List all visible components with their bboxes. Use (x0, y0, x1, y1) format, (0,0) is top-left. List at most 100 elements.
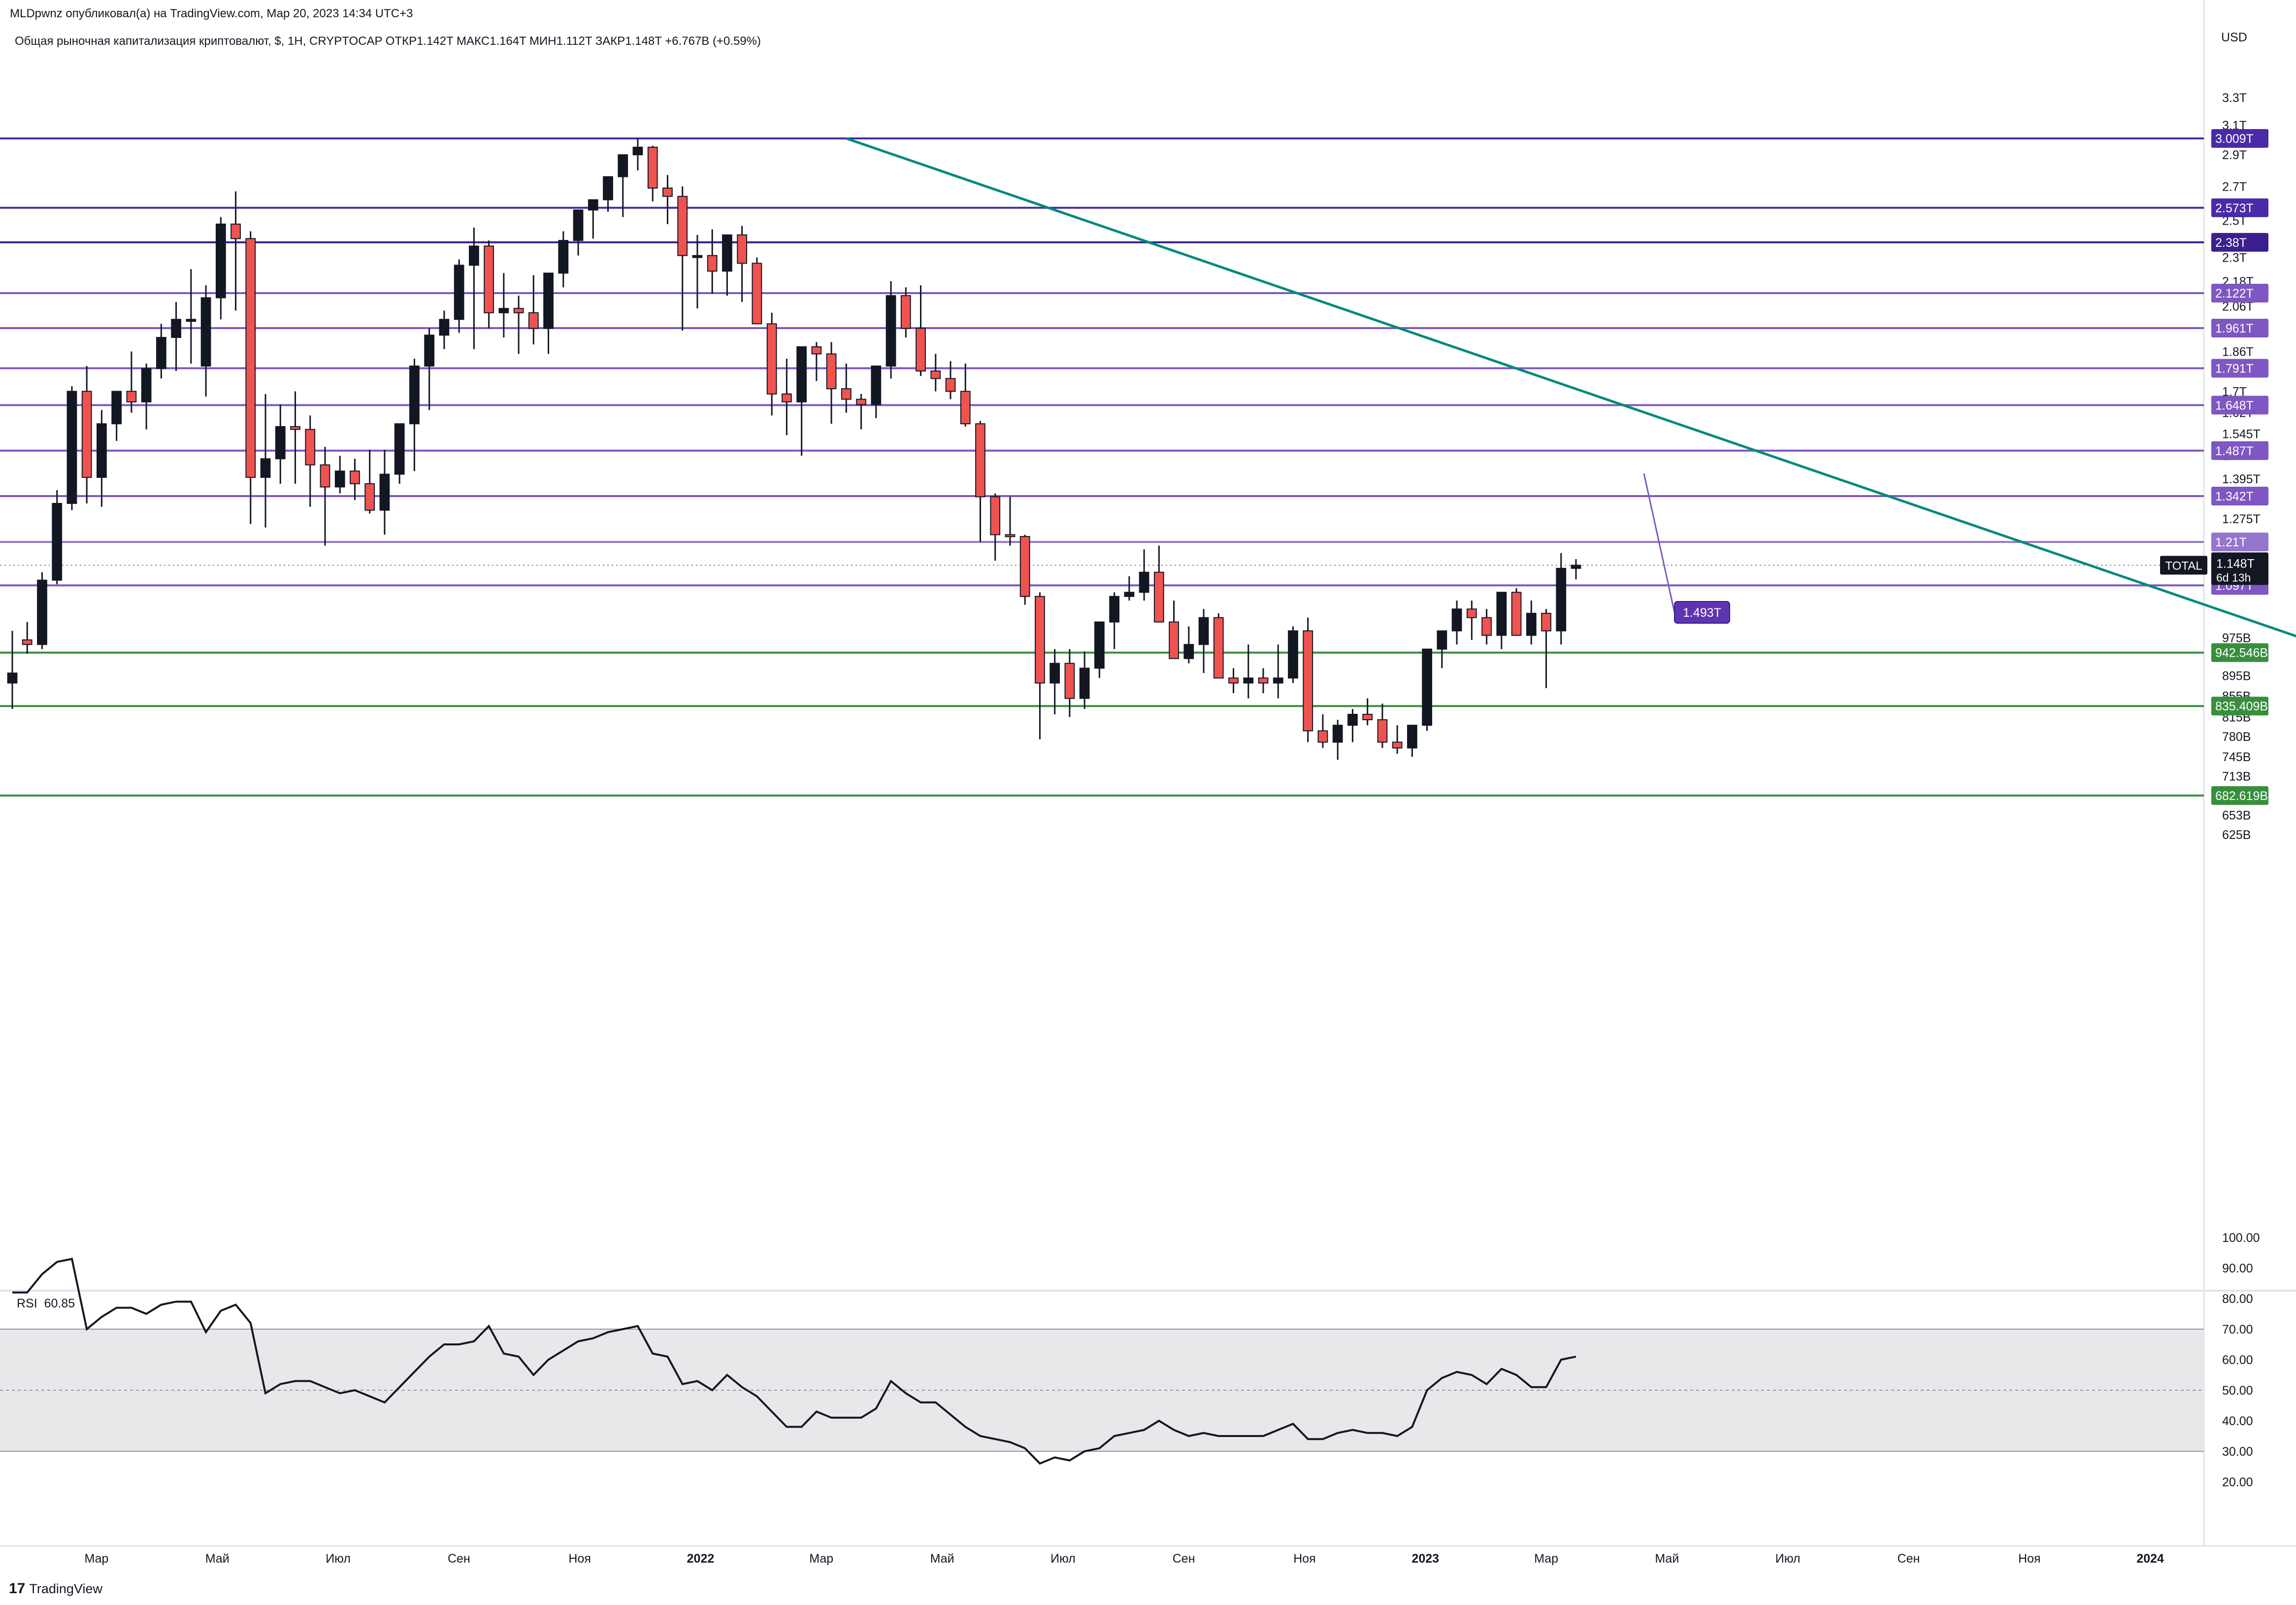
level-price-tag (2211, 198, 2268, 217)
candle-up (1571, 565, 1581, 569)
candle-down (1258, 677, 1269, 684)
candle-up (215, 223, 226, 299)
candle-down (945, 378, 956, 392)
candle-down (930, 370, 941, 379)
candle-down (737, 234, 748, 264)
time-tick: Июл (1775, 1552, 1801, 1566)
candle-down (230, 223, 241, 239)
rsi-tick: 60.00 (2222, 1353, 2253, 1367)
price-tick: 975B (2222, 631, 2251, 645)
candle-down (1019, 536, 1030, 597)
candle-down (1377, 719, 1388, 743)
candle-up (52, 502, 63, 581)
rsi-legend[interactable]: RSI 60.85 (17, 1297, 75, 1311)
annotation-pointer (1643, 473, 1675, 613)
candle-up (1273, 677, 1283, 684)
candle-up (1556, 568, 1567, 632)
candle-down (811, 346, 822, 355)
rsi-tick: 80.00 (2222, 1292, 2253, 1306)
level-price-label: 682.619B (2215, 789, 2268, 803)
candle-up (796, 346, 807, 402)
level-price-tag (2211, 284, 2268, 303)
candle-up (275, 426, 286, 460)
level-price-tag (2211, 396, 2268, 415)
level-price-tag (2211, 697, 2268, 716)
price-tick: 2.9T (2222, 148, 2247, 162)
candle-up (424, 334, 435, 367)
level-price-label: 1.21T (2215, 535, 2247, 549)
candle-down (975, 423, 985, 498)
time-tick: Сен (1173, 1552, 1195, 1566)
price-tick: 745B (2222, 750, 2251, 764)
candle-up (886, 295, 896, 367)
rsi-tick: 100.00 (2222, 1231, 2260, 1245)
candle-down (1035, 596, 1045, 684)
rsi-tick: 20.00 (2222, 1475, 2253, 1489)
level-price-label: 2.38T (2215, 236, 2247, 250)
candle-up (558, 240, 569, 274)
candle-down (677, 196, 688, 256)
rsi-tick: 40.00 (2222, 1414, 2253, 1428)
current-price-tag (2211, 552, 2268, 585)
level-price-tag (2211, 233, 2268, 252)
candle-up (111, 391, 122, 425)
time-tick: Мар (809, 1552, 833, 1566)
candle-down (1153, 571, 1164, 623)
price-tick: 2.3T (2222, 251, 2247, 265)
level-price-label: 835.409B (2215, 700, 2268, 713)
candle-up (1139, 571, 1149, 593)
candle-up (1451, 608, 1462, 632)
time-tick: Ноя (568, 1552, 591, 1566)
candle-up (1347, 713, 1358, 726)
time-tick: Ноя (2018, 1552, 2041, 1566)
candle-up (871, 366, 882, 405)
candles (7, 138, 1581, 760)
price-tick: 625B (2222, 828, 2251, 842)
candle-down (916, 328, 926, 372)
candle-down (1064, 663, 1075, 699)
time-tick: 2022 (687, 1552, 715, 1566)
annotation-box (1674, 601, 1730, 624)
candle-up (141, 368, 152, 402)
tradingview-logo[interactable]: 17 TradingView (9, 1580, 102, 1597)
candle-up (394, 423, 405, 475)
level-price-label: 1.791T (2215, 362, 2254, 376)
price-tick: 713B (2222, 770, 2251, 784)
publish-info: MLDpwnz опубликовал(а) на TradingView.co… (10, 7, 413, 20)
time-tick: Мар (1534, 1552, 1558, 1566)
level-price-tag (2211, 643, 2268, 662)
candle-up (1437, 630, 1447, 650)
time-tick: Май (205, 1552, 230, 1566)
candle-up (37, 579, 47, 645)
candle-down (1005, 534, 1016, 537)
level-price-label: 1.487T (2215, 444, 2254, 458)
candle-down (1213, 617, 1224, 679)
level-price-tag (2211, 441, 2268, 460)
time-tick: Ноя (1293, 1552, 1316, 1566)
candle-down (960, 391, 971, 425)
candle-up (722, 234, 732, 272)
candle-down (662, 187, 673, 197)
price-tick: 1.395T (2222, 472, 2261, 486)
candle-up (1526, 612, 1537, 636)
candle-down (900, 295, 911, 329)
price-axis: USD3.3T3.1T2.9T2.7T2.5T2.3T2.18T2.06T1.9… (2160, 31, 2268, 1489)
time-tick: Сен (1898, 1552, 1920, 1566)
rsi-tick: 70.00 (2222, 1323, 2253, 1337)
candle-up (1288, 630, 1298, 679)
candle-up (573, 209, 584, 241)
symbol-tag (2160, 556, 2207, 575)
candle-up (171, 319, 181, 338)
candle-down (1362, 713, 1373, 720)
trendline (846, 137, 2296, 637)
candle-down (320, 464, 330, 488)
candle-down (1228, 677, 1239, 684)
time-axis: Мар Май Июл Сен Ноя 2022 Мар Май Июл Сен Ноя 2023 Ма… (85, 1552, 2164, 1566)
candle-up (498, 308, 509, 313)
level-price-label: 2.573T (2215, 201, 2254, 215)
symbol-tag-label: TOTAL (2165, 559, 2202, 572)
level-price-label: 1.961T (2215, 322, 2254, 335)
rsi-tick: 30.00 (2222, 1445, 2253, 1459)
symbol-legend[interactable]: Общая рыночная капитализация криптовалют… (15, 34, 761, 48)
